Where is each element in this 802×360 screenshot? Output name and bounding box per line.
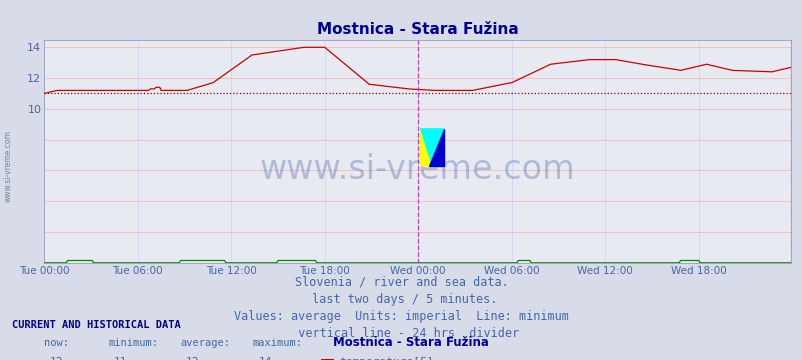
Text: now:: now: [44, 338, 69, 348]
Polygon shape [420, 129, 444, 166]
Polygon shape [420, 129, 432, 166]
Text: 11: 11 [114, 357, 127, 360]
Title: Mostnica - Stara Fužina: Mostnica - Stara Fužina [316, 22, 518, 37]
Text: www.si-vreme.com: www.si-vreme.com [259, 153, 575, 185]
Text: average:: average: [180, 338, 230, 348]
Text: 14: 14 [258, 357, 271, 360]
Text: Values: average  Units: imperial  Line: minimum: Values: average Units: imperial Line: mi… [233, 310, 569, 323]
Text: last two days / 5 minutes.: last two days / 5 minutes. [305, 293, 497, 306]
Text: 12: 12 [50, 357, 63, 360]
Text: temperature[F]: temperature[F] [338, 357, 433, 360]
Text: 12: 12 [186, 357, 199, 360]
Text: Slovenia / river and sea data.: Slovenia / river and sea data. [294, 275, 508, 288]
Text: vertical line - 24 hrs  divider: vertical line - 24 hrs divider [284, 327, 518, 340]
Text: Mostnica - Stara Fužina: Mostnica - Stara Fužina [333, 336, 488, 349]
Text: minimum:: minimum: [108, 338, 158, 348]
Text: CURRENT AND HISTORICAL DATA: CURRENT AND HISTORICAL DATA [12, 320, 180, 330]
Polygon shape [428, 129, 444, 166]
Text: maximum:: maximum: [253, 338, 302, 348]
Text: www.si-vreme.com: www.si-vreme.com [3, 130, 13, 202]
